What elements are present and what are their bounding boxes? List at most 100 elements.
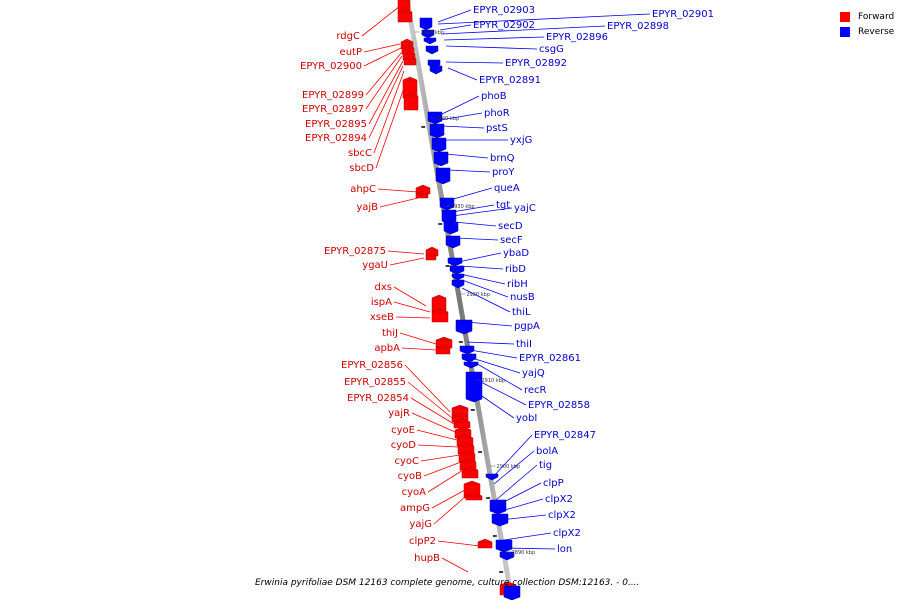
reverse-leader-line: [451, 207, 513, 217]
reverse-leader-line: [473, 361, 523, 391]
reverse-leader-line: [439, 24, 472, 31]
forward-leader-line: [411, 412, 456, 433]
reverse-leader-line: [499, 514, 547, 521]
forward-leader-line: [393, 301, 431, 313]
forward-gene-label: xseB: [370, 312, 394, 323]
reverse-gene-mark: [461, 353, 477, 363]
forward-gene-mark: [431, 308, 449, 323]
reverse-label: Reverse: [858, 26, 895, 37]
forward-leader-line: [363, 47, 402, 67]
axis-tick-label: 2890 kbp: [512, 550, 536, 556]
reverse-gene-mark: [499, 551, 515, 561]
reverse-gene-label: secD: [498, 221, 523, 232]
forward-leader-line: [375, 84, 406, 169]
reverse-gene-mark: [423, 37, 437, 45]
forward-gene-mark: [403, 55, 417, 66]
forward-gene-mark: [453, 418, 471, 429]
forward-leader-line: [399, 332, 437, 345]
reverse-gene-label: EPYR_02847: [534, 430, 596, 441]
axis-tick-label: 2920 kbp: [466, 292, 490, 298]
forward-leader-line: [401, 347, 437, 351]
forward-gene-label: ispA: [371, 297, 392, 308]
reverse-gene-mark: [427, 111, 443, 125]
forward-gene-label: yajG: [409, 519, 432, 530]
forward-gene-mark: [465, 492, 483, 501]
reverse-leader-line: [461, 279, 509, 298]
forward-gene-mark: [477, 538, 493, 549]
forward-leader-line: [416, 429, 458, 441]
reverse-gene-label: EPYR_02902: [473, 20, 535, 31]
reverse-leader-line: [447, 67, 478, 81]
forward-gene-label: EPYR_02855: [344, 377, 406, 388]
reverse-gene-label: EPYR_02892: [505, 58, 567, 69]
reverse-gene-label: clpX2: [553, 528, 581, 539]
axis-tick-label: 2930 kbp: [451, 204, 475, 210]
forward-leader-line: [379, 197, 419, 208]
reverse-gene-mark: [439, 197, 455, 211]
reverse-leader-line: [451, 204, 495, 213]
reverse-gene-label: lon: [557, 544, 572, 555]
reverse-gene-mark: [485, 473, 499, 481]
forward-gene-label: apbA: [374, 343, 400, 354]
forward-gene-label: sbcC: [348, 148, 372, 159]
reverse-gene-mark: [445, 235, 461, 249]
forward-gene-label: cyoB: [398, 471, 423, 482]
reverse-gene-label: EPYR_02891: [479, 75, 541, 86]
reverse-gene-label: yobI: [516, 413, 537, 424]
reverse-gene-label: secF: [500, 235, 523, 246]
axis-tick-label: 2910 kbp: [482, 378, 506, 384]
reverse-gene-mark: [429, 65, 443, 75]
forward-gene-label: EPYR_02899: [302, 90, 364, 101]
reverse-gene-mark: [447, 257, 463, 267]
reverse-gene-mark: [451, 273, 465, 281]
reverse-leader-line: [461, 287, 511, 313]
reverse-gene-mark: [421, 29, 435, 39]
forward-gene-mark: [403, 92, 419, 111]
reverse-gene-mark: [433, 151, 449, 167]
reverse-gene-label: phoR: [484, 108, 510, 119]
reverse-leader-line: [441, 25, 606, 35]
reverse-leader-line: [459, 273, 506, 285]
forward-gene-mark: [435, 336, 453, 349]
forward-leader-line: [377, 188, 419, 193]
forward-leader-line: [395, 316, 431, 319]
reverse-gene-mark: [459, 345, 475, 355]
figure-caption: Erwinia pyrifoliae DSM 12163 complete ge…: [255, 578, 640, 588]
reverse-leader-line: [457, 252, 502, 263]
forward-gene-mark: [425, 252, 437, 261]
forward-leader-line: [407, 381, 453, 419]
reverse-gene-mark: [495, 539, 513, 553]
forward-leader-line: [441, 557, 469, 573]
reverse-gene-label: yxjG: [510, 135, 532, 146]
legend: Forward Reverse: [840, 9, 894, 39]
reverse-leader-line: [491, 434, 533, 479]
reverse-leader-line: [493, 450, 535, 485]
reverse-leader-line: [505, 547, 556, 550]
reverse-gene-mark: [425, 45, 439, 55]
reverse-leader-line: [437, 13, 651, 25]
reverse-leader-line: [497, 498, 544, 513]
reverse-gene-label: csgG: [539, 44, 564, 55]
reverse-gene-label: thiL: [512, 307, 531, 318]
forward-leader-line: [368, 60, 404, 125]
forward-gene-label: EPYR_02895: [305, 119, 367, 130]
forward-gene-label: cyoC: [394, 456, 419, 467]
forward-leader-line: [427, 469, 464, 493]
reverse-gene-mark: [463, 361, 479, 369]
forward-leader-line: [437, 540, 481, 547]
forward-gene-label: rdgC: [336, 31, 360, 42]
forward-leader-line: [389, 257, 425, 266]
forward-leader-line: [387, 250, 425, 255]
reverse-swatch: [840, 26, 850, 37]
reverse-leader-line: [453, 221, 497, 227]
reverse-leader-line: [466, 341, 515, 345]
forward-gene-label: EPYR_02897: [302, 104, 364, 115]
forward-gene-label: yajR: [388, 408, 410, 419]
forward-gene-label: EPYR_02894: [305, 133, 367, 144]
forward-gene-label: EPYR_02875: [324, 246, 386, 257]
reverse-gene-mark: [451, 279, 465, 289]
reverse-leader-line: [445, 45, 538, 50]
forward-gene-mark: [415, 190, 429, 199]
reverse-leader-line: [437, 95, 480, 117]
